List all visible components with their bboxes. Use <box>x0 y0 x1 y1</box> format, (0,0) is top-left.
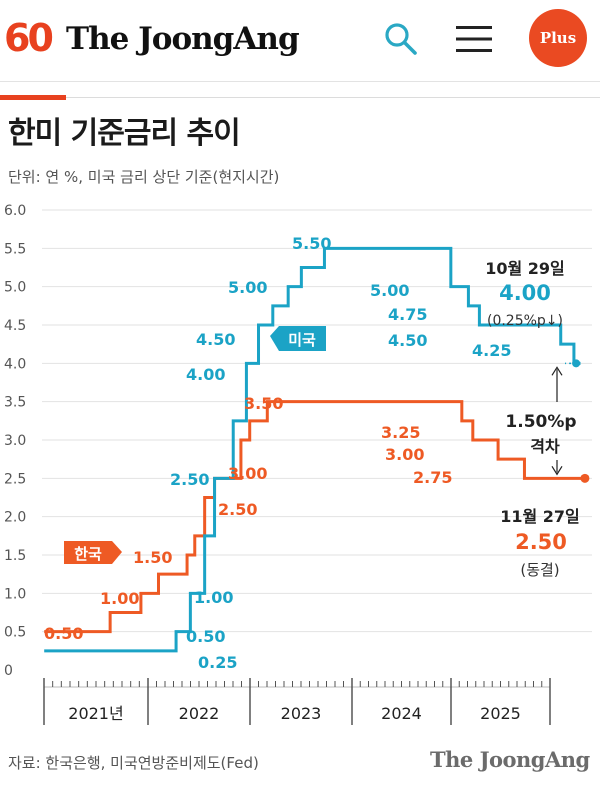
us-rate-label: 5.00 <box>370 281 409 300</box>
us-series-tag <box>270 326 326 351</box>
gap-label: 격차 <box>530 437 560 456</box>
search-icon[interactable] <box>382 20 420 58</box>
us-rate-label: 4.50 <box>196 330 235 349</box>
top-navigation-bar: 60 The JoongAng Plus <box>0 0 600 82</box>
x-tick-label: 2022 <box>179 704 220 723</box>
us-rate-line <box>44 246 581 653</box>
x-tick-label: 2025 <box>480 704 521 723</box>
anniversary-logo[interactable]: 60 <box>4 16 54 60</box>
y-tick-label: 0 <box>4 663 13 679</box>
x-tick-label: 2023 <box>281 704 322 723</box>
gap-arrow-up-head <box>551 366 563 376</box>
y-tick-label: 6.0 <box>4 203 26 219</box>
us-rate-label: 1.00 <box>194 588 233 607</box>
footer-brand-logo: The JoongAng <box>430 747 590 772</box>
us-rate-label: 4.25 <box>472 341 511 360</box>
korea-rate-label: 3.00 <box>385 445 424 464</box>
y-tick-label: 0.5 <box>4 625 26 641</box>
us-rate-label: 5.00 <box>228 278 267 297</box>
title-divider <box>66 97 600 98</box>
korea-rate-label: 3.50 <box>244 394 283 413</box>
us-rate-label: 0.50 <box>186 627 225 646</box>
korea-rate-label: 1.50 <box>133 548 172 567</box>
gap-arrow-down-head <box>551 466 563 476</box>
x-tick-label: 2021년 <box>68 704 123 723</box>
interest-rate-chart: 0 0.5 1.0 1.5 2.0 2.5 3.0 3.5 4.0 4.5 5.0 5.5 6.0 202… <box>4 203 592 725</box>
us-rate-label: 0.25 <box>198 653 237 672</box>
y-tick-label: 2.5 <box>4 471 26 487</box>
us-end-value: 4.00 <box>499 281 551 305</box>
chart-unit-note: 단위: 연 %, 미국 금리 상단 기준(현지시간) <box>8 168 280 186</box>
y-tick-label: 3.0 <box>4 433 26 449</box>
korea-rate-label: 2.50 <box>218 500 257 519</box>
y-tick-label: 1.5 <box>4 548 26 564</box>
title-accent-bar <box>0 95 66 100</box>
korea-rate-label: 3.00 <box>228 464 267 483</box>
us-rate-label: 2.50 <box>170 470 209 489</box>
korea-end-change: (동결) <box>520 561 559 579</box>
us-rate-label: 4.50 <box>388 331 427 350</box>
chart-title: 한미 기준금리 추이 <box>8 116 241 151</box>
us-end-change: (0.25%p↓) <box>487 313 563 329</box>
gap-value: 1.50%p <box>505 412 576 432</box>
hamburger-menu-icon[interactable] <box>454 22 494 56</box>
x-tick-label: 2024 <box>381 704 422 723</box>
us-series-tag-label: 미국 <box>288 331 316 349</box>
us-end-date: 10월 29일 <box>485 259 565 278</box>
korea-end-date: 11월 27일 <box>500 507 580 526</box>
korea-rate-label: 2.75 <box>413 468 452 487</box>
us-rate-label: 5.50 <box>292 234 331 253</box>
y-tick-label: 4.5 <box>4 318 26 334</box>
y-tick-label: 3.5 <box>4 395 26 411</box>
korea-end-marker <box>580 473 590 483</box>
korea-end-value: 2.50 <box>515 530 567 554</box>
y-tick-label: 5.0 <box>4 280 26 296</box>
y-tick-label: 4.0 <box>4 356 26 372</box>
us-end-marker <box>572 359 581 368</box>
y-tick-label: 1.0 <box>4 586 26 602</box>
brand-logo[interactable]: The JoongAng <box>66 21 300 57</box>
korea-rate-label: 0.50 <box>44 624 83 643</box>
korea-series-tag <box>64 541 122 564</box>
korea-rate-label: 1.00 <box>100 589 139 608</box>
korea-rate-label: 3.25 <box>381 423 420 442</box>
y-tick-label: 2.0 <box>4 510 26 526</box>
chart-source: 자료: 한국은행, 미국연방준비제도(Fed) <box>8 754 259 772</box>
us-rate-label: 4.00 <box>186 365 225 384</box>
us-rate-label: 4.75 <box>388 305 427 324</box>
plus-subscription-button[interactable]: Plus <box>529 9 587 67</box>
korea-series-tag-label: 한국 <box>74 545 102 563</box>
y-tick-label: 5.5 <box>4 241 26 257</box>
